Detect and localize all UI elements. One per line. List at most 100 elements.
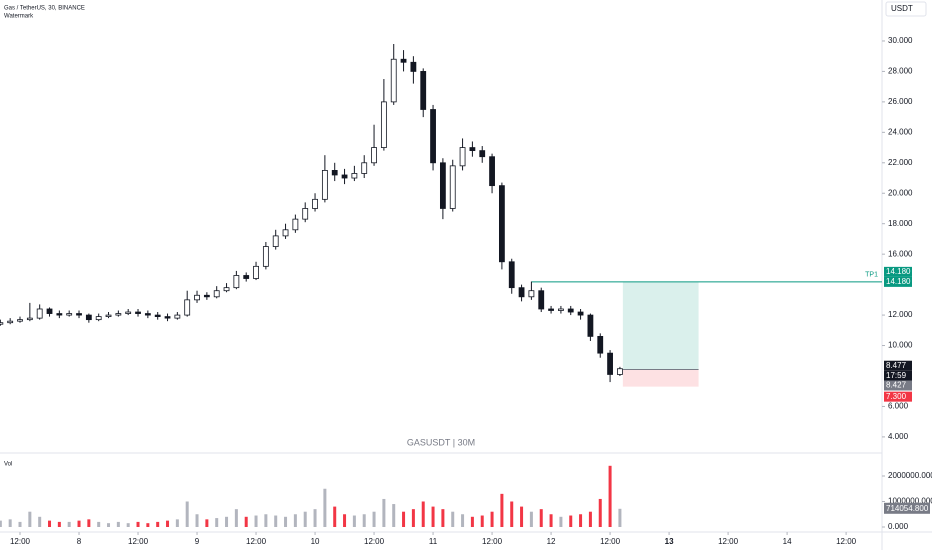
x-tick-label: 12:00 [836,537,857,546]
volume-bar [284,516,288,528]
candle-body [56,313,63,316]
candle-body [272,235,279,247]
last-price-label-box [884,360,912,371]
candle-body [46,308,53,314]
volume-bar [500,493,504,528]
volume-bar [343,514,347,528]
volume-bar [264,514,268,528]
candle-body [213,290,220,298]
candle-body [262,246,269,267]
currency-button[interactable] [885,1,927,17]
currency-label[interactable]: USDT [891,4,913,13]
candle-body [331,170,338,176]
last-price-label: 8.477 [886,361,907,370]
candle-body [390,58,397,103]
volume-bar [87,519,91,528]
x-tick-label: 12:00 [600,537,621,546]
volume-bar [67,521,71,528]
volume-bar [480,515,484,528]
candle-body [154,314,161,317]
volume-bar [372,511,376,528]
stop-label: 7.300 [886,392,907,401]
volume-bar [293,514,297,528]
candle-body [498,185,505,263]
volume-bar [185,501,189,528]
x-tick-label: 12:00 [482,537,503,546]
candle-body [174,314,181,319]
x-tick-label: 12 [547,537,556,546]
volume-bar [126,523,130,528]
candle-body [312,198,318,209]
candle-body [95,316,102,321]
volume-bar [333,506,337,528]
candle-body [135,311,141,314]
candle-body [36,308,43,319]
volume-bar [382,498,386,528]
candle-body [567,308,574,313]
candle-body [66,313,73,316]
volume-bar [156,521,160,528]
candle-body [164,316,171,319]
candle-body [7,320,14,324]
x-tick-label: 9 [195,537,200,546]
indicator-name: Watermark [4,14,34,20]
volume-bar [510,501,514,528]
y-tick-label: 16.000 [888,249,913,258]
volume-bar [470,516,474,528]
volume-bar [136,521,140,528]
candle-body [194,294,200,301]
vol-tick-label: 0.000 [888,522,909,531]
volume-bar [254,515,258,528]
stop-label-box [884,391,912,402]
candle-body [430,109,436,164]
candle-body [420,71,427,110]
target-label: 14.180 [886,267,911,276]
volume-bar [146,523,150,528]
candle-body [508,261,515,289]
candle-body [321,170,328,200]
volume-bar [116,521,120,528]
candle-body [607,352,613,375]
x-tick-label: 11 [429,537,438,546]
vol-tick-label: 1000000.000 [888,497,932,506]
candle-body [459,147,466,167]
volume-bar [451,511,455,528]
candle-body [528,290,535,298]
x-tick-label: 12:00 [246,537,267,546]
volume-bar [107,523,111,528]
volume-bar [57,521,61,528]
volume-bar [569,515,573,528]
candle-body [577,311,584,316]
volume-bar [38,516,42,528]
candle-body [26,317,33,321]
y-tick-label: 24.000 [888,127,913,136]
profit-zone [622,281,699,370]
volume-bar [303,511,307,528]
volume-bar [392,504,396,528]
countdown-box [884,370,912,381]
candle-body [203,294,210,298]
candle-body [371,147,377,164]
candle-body [469,147,476,152]
candle-body [351,173,358,179]
candle-body [489,156,495,187]
candle-body [115,313,122,316]
volume-bar [195,514,199,528]
candle-body [0,322,4,325]
volume-bar [48,520,52,528]
candle-body [253,265,259,279]
volume-bar [598,498,602,528]
candle-body [400,58,407,63]
y-tick-label: 4.000 [888,432,909,441]
last-volume-box [884,502,930,514]
candle-body [518,287,525,298]
volume-bar [608,465,612,528]
volume-title: Vol [4,462,12,468]
x-tick-label: 12:00 [10,537,31,546]
x-tick-label: 12:00 [128,537,149,546]
volume-bar [18,521,22,528]
candle-body [548,308,554,311]
candle-body [302,208,309,220]
volume-bar [539,509,543,528]
